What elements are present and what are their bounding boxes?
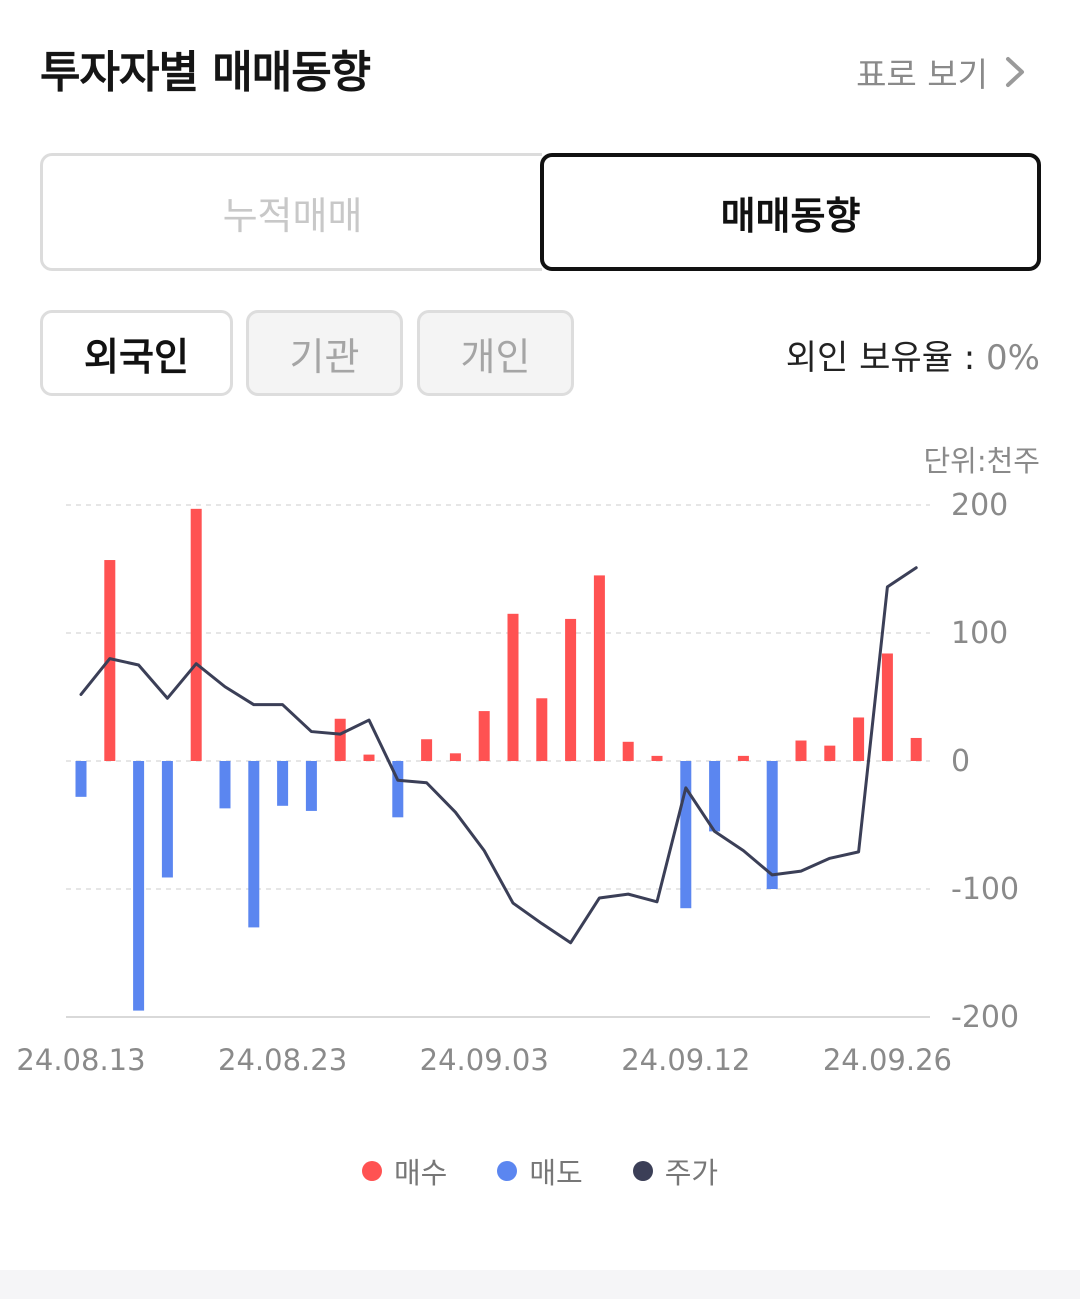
x-tick-label: 24.09.26 xyxy=(823,1043,952,1077)
y-tick-label: 0 xyxy=(951,744,970,779)
y-tick-label: 100 xyxy=(951,616,1008,651)
buy-bar xyxy=(824,745,836,761)
buy-bar xyxy=(622,741,634,761)
view-mode-segment: 누적매매 매매동향 xyxy=(40,153,1041,271)
sell-bar xyxy=(392,761,404,818)
foreign-holding-label: 외인 보유율 : xyxy=(785,338,987,378)
filter-foreign-button[interactable]: 외국인 xyxy=(40,310,233,396)
buy-bar xyxy=(593,575,605,761)
tab-cumulative-trading[interactable]: 누적매매 xyxy=(40,153,542,271)
buy-bar xyxy=(478,711,490,761)
sell-bar xyxy=(305,761,317,811)
foreign-holding-ratio: 외인 보유율 : 0% xyxy=(786,330,1040,379)
legend-price-label: 주가 xyxy=(664,1156,719,1190)
buy-bar xyxy=(190,508,202,761)
legend-sell: 매도 xyxy=(497,1150,583,1192)
buy-bar xyxy=(565,618,577,761)
footer-separator xyxy=(0,1270,1080,1299)
legend-buy: 매수 xyxy=(361,1150,448,1192)
x-tick-label: 24.09.03 xyxy=(420,1043,549,1077)
tab-trading-trend[interactable]: 매매동향 xyxy=(540,153,1041,271)
sell-bar xyxy=(161,761,173,878)
unit-label: 단위:천주 xyxy=(923,444,1041,478)
trading-trend-chart: 200 100 0 -100 -200 24.08.13 24.08.23 24.09.03 2… xyxy=(16,488,1019,1077)
sell-bar xyxy=(709,761,721,832)
buy-bar xyxy=(881,653,893,761)
filter-individual-button[interactable]: 개인 xyxy=(417,310,574,396)
legend-buy-dot xyxy=(361,1161,382,1181)
sell-bar xyxy=(75,761,87,797)
y-tick-label: 200 xyxy=(951,488,1008,523)
buy-bar xyxy=(421,739,433,761)
legend-sell-dot xyxy=(497,1161,518,1181)
x-tick-label: 24.09.12 xyxy=(621,1043,750,1077)
foreign-holding-value: 0% xyxy=(986,338,1040,378)
view-as-table-link[interactable]: 표로 보기 xyxy=(856,48,1032,96)
page-title: 투자자별 매매동향 xyxy=(40,47,371,98)
sell-bar xyxy=(133,761,145,1011)
sell-bar xyxy=(248,761,260,928)
view-as-table-label: 표로 보기 xyxy=(856,55,988,94)
buy-bar xyxy=(363,754,375,761)
buy-bar xyxy=(853,717,865,761)
buy-bar xyxy=(795,740,807,761)
chevron-right-icon xyxy=(1006,57,1024,87)
buy-bar xyxy=(910,737,922,761)
sell-bar xyxy=(680,761,692,909)
buy-bar xyxy=(651,755,663,761)
sell-bar xyxy=(219,761,231,809)
legend-price: 주가 xyxy=(632,1150,719,1192)
sell-bar xyxy=(766,761,778,889)
buy-bar xyxy=(507,613,519,761)
price-line xyxy=(79,566,918,945)
chart-legend: 매수 매도 주가 xyxy=(0,1150,1080,1192)
x-tick-label: 24.08.23 xyxy=(218,1043,347,1077)
buy-bar xyxy=(334,718,346,761)
x-tick-label: 24.08.13 xyxy=(16,1043,145,1077)
y-tick-label: -100 xyxy=(951,872,1019,907)
buy-bar xyxy=(536,698,548,761)
legend-sell-label: 매도 xyxy=(529,1156,583,1190)
legend-buy-label: 매수 xyxy=(393,1156,448,1190)
y-tick-label: -200 xyxy=(951,1000,1019,1035)
buy-bar xyxy=(737,755,749,761)
filter-institution-button[interactable]: 기관 xyxy=(246,310,403,396)
legend-price-dot xyxy=(632,1161,653,1181)
buy-bar xyxy=(449,753,461,761)
sell-bar xyxy=(277,761,289,806)
